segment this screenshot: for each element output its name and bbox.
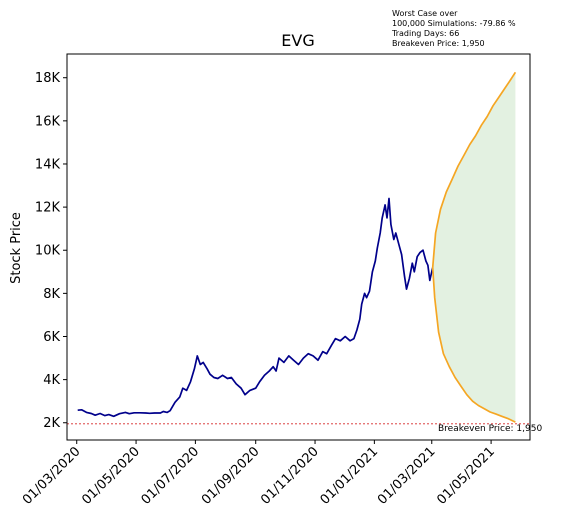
y-axis-label: Stock Price [9, 212, 24, 284]
simulation-range-area [432, 72, 516, 423]
series-layer [77, 71, 517, 423]
y-tick-label: 12K [35, 201, 61, 216]
y-tick-label: 16K [35, 114, 61, 129]
simulation-worst-line [431, 267, 516, 423]
breakeven-label: Breakeven Price: 1,950 [438, 424, 542, 434]
y-tick-label: 10K [35, 244, 61, 259]
annotation-line-3: Trading Days: 66 [391, 29, 459, 38]
y-tick-label: 18K [35, 71, 61, 86]
y-tick-label: 2K [43, 416, 60, 431]
history-line [77, 197, 434, 418]
plot-frame [66, 53, 531, 441]
annotation-line-1: Worst Case over [392, 9, 458, 18]
y-tick-label: 4K [43, 373, 60, 388]
simulation-band [432, 72, 516, 423]
simulation-annotation: Worst Case over 100,000 Simulations: -79… [391, 9, 516, 48]
y-tick-label: 6K [43, 330, 60, 345]
y-tick-label: 8K [43, 287, 60, 302]
chart-title: EVG [281, 31, 314, 50]
simulation-best-line [431, 71, 517, 268]
annotation-line-4: Breakeven Price: 1,950 [392, 39, 485, 48]
annotation-line-2: 100,000 Simulations: -79.86 % [392, 19, 516, 28]
y-axis: 2K 4K 6K 8K 10K 12K 14K 16K 18K [35, 71, 67, 431]
y-tick-label: 14K [35, 157, 61, 172]
